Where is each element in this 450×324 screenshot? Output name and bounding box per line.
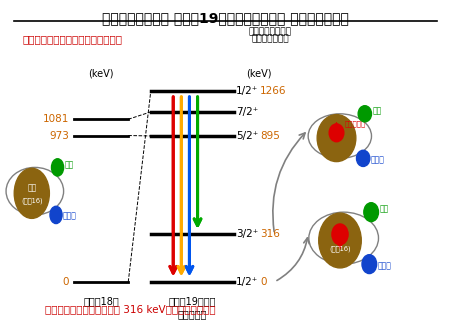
Text: 芯核: 芯核 — [335, 230, 345, 239]
Text: 316: 316 — [260, 229, 280, 239]
Text: 1081: 1081 — [42, 114, 69, 124]
Text: ・準位図の再構成に成功しました。: ・準位図の再構成に成功しました。 — [22, 34, 122, 44]
Text: 5/2⁺: 5/2⁺ — [236, 131, 258, 141]
Text: ラムダ粒子: ラムダ粒子 — [344, 121, 365, 127]
Text: 中性子: 中性子 — [370, 155, 384, 164]
Text: 中性子: 中性子 — [378, 261, 391, 270]
Circle shape — [317, 115, 356, 162]
Text: 7/2⁺: 7/2⁺ — [236, 107, 258, 117]
Circle shape — [362, 255, 377, 273]
Text: 1/2⁺: 1/2⁺ — [236, 87, 258, 97]
Text: 陽子: 陽子 — [64, 160, 73, 169]
Text: 本実験で得られた フッ素19ラムダハイパー核 の励起準位構造: 本実験で得られた フッ素19ラムダハイパー核 の励起準位構造 — [102, 11, 348, 25]
Text: (keV): (keV) — [89, 68, 114, 78]
Text: 陽子: 陽子 — [379, 204, 388, 213]
Text: 陽子: 陽子 — [372, 107, 382, 115]
Text: 1/2⁺: 1/2⁺ — [236, 277, 258, 287]
Circle shape — [332, 224, 348, 245]
Text: フッ素18核: フッ素18核 — [83, 296, 119, 307]
Text: 0: 0 — [260, 277, 266, 287]
Circle shape — [358, 106, 372, 122]
Circle shape — [51, 159, 63, 176]
Circle shape — [329, 124, 344, 142]
Circle shape — [50, 206, 62, 224]
Text: (keV): (keV) — [246, 68, 271, 78]
Text: 励起エネルギー: 励起エネルギー — [251, 34, 289, 43]
Text: フッ素19ラムダ
ハイパー核: フッ素19ラムダ ハイパー核 — [169, 296, 216, 319]
Text: 0: 0 — [63, 277, 69, 287]
Circle shape — [14, 168, 50, 218]
Text: 中性子: 中性子 — [63, 212, 76, 221]
Text: ・基底状態二重項の間隔を 316 keVと決定しました。: ・基底状態二重項の間隔を 316 keVと決定しました。 — [45, 304, 216, 314]
Circle shape — [356, 150, 370, 167]
Text: 973: 973 — [49, 131, 69, 141]
Text: 芯核: 芯核 — [27, 183, 36, 192]
Circle shape — [319, 213, 361, 268]
Text: 1266: 1266 — [260, 87, 287, 97]
Text: (酸素16): (酸素16) — [329, 245, 351, 252]
Text: 3/2⁺: 3/2⁺ — [236, 229, 258, 239]
Text: 本実験で測定した: 本実験で測定した — [248, 28, 292, 37]
Text: (酸素16): (酸素16) — [21, 197, 43, 204]
Circle shape — [364, 203, 378, 222]
Text: 895: 895 — [260, 131, 280, 141]
